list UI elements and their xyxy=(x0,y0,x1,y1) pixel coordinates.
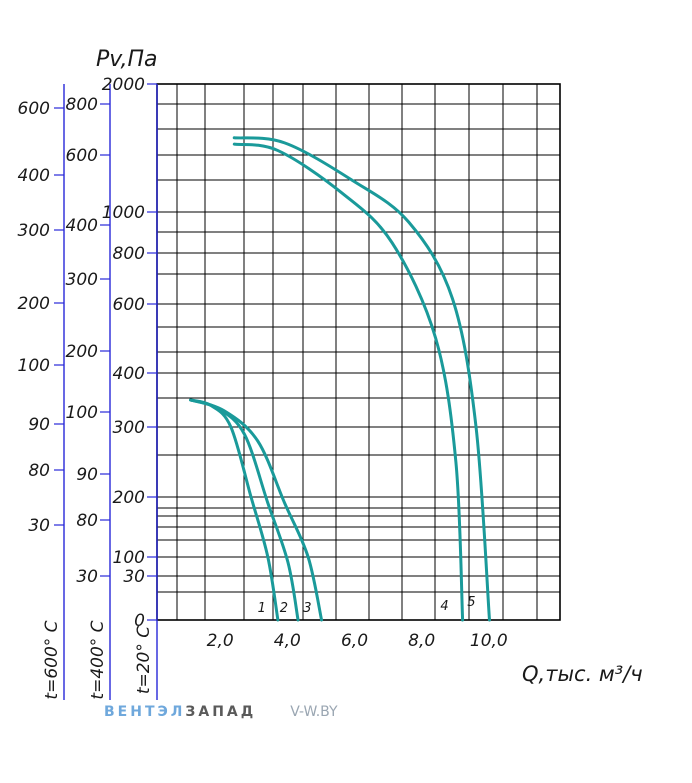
watermark-brand-dark: ЗАПАД xyxy=(185,704,257,720)
curves xyxy=(189,136,491,622)
x-tick-label: 8,0 xyxy=(408,631,435,651)
y-axis-title: Pv,Па xyxy=(96,47,158,72)
y-scale-title: t=600° С xyxy=(42,620,62,699)
y-tick-label-t20: 400 xyxy=(113,364,145,384)
y-scale-title: t=400° С xyxy=(88,620,108,699)
x-axis-title: Q,тыс. м³/ч xyxy=(522,662,643,686)
y-tick-label-t400: 80 xyxy=(76,511,98,531)
y-tick-label-t20: 800 xyxy=(113,244,145,264)
curve-label-5: 5 xyxy=(467,595,475,610)
y-scale-title: t=20° С xyxy=(134,626,154,694)
y-tick-label-t400: 30 xyxy=(76,567,98,587)
labels: 0301002003004006008001000200030809010020… xyxy=(18,47,643,700)
y-tick-label-t400: 600 xyxy=(66,146,98,166)
y-tick-label-t400: 100 xyxy=(66,403,98,423)
curve-1 xyxy=(189,398,280,622)
watermark-brand-light: ВЕНТЭЛ xyxy=(104,704,186,720)
curve-5 xyxy=(232,136,491,622)
y-tick-label-t20: 1000 xyxy=(102,203,145,223)
axes xyxy=(54,83,158,700)
curve-label-4: 4 xyxy=(440,599,448,614)
y-tick-label-t600: 400 xyxy=(18,166,50,186)
y-tick-label-t400: 300 xyxy=(66,270,98,290)
y-tick-label-t600: 200 xyxy=(18,294,50,314)
y-tick-label-t400: 200 xyxy=(66,342,98,362)
y-tick-label-t600: 80 xyxy=(28,461,50,481)
curve-label-3: 3 xyxy=(303,601,311,616)
y-tick-label-t20: 2000 xyxy=(102,75,145,95)
y-tick-label-t600: 100 xyxy=(18,356,50,376)
curve-3 xyxy=(189,398,324,622)
y-tick-label-t400: 400 xyxy=(66,216,98,236)
x-tick-label: 10,0 xyxy=(470,631,508,651)
y-tick-label-t20: 300 xyxy=(113,418,145,438)
x-tick-label: 2,0 xyxy=(207,631,234,651)
y-tick-label-t600: 30 xyxy=(28,516,50,536)
grid xyxy=(156,83,561,621)
y-tick-label-t20: 600 xyxy=(113,295,145,315)
y-tick-label-t600: 90 xyxy=(28,415,50,435)
curve-label-1: 1 xyxy=(258,601,266,616)
watermark-url: V-W.BY xyxy=(290,704,338,720)
y-tick-label-t20: 0 xyxy=(134,611,145,631)
y-tick-label-t600: 600 xyxy=(18,99,50,119)
x-tick-label: 6,0 xyxy=(341,631,368,651)
x-tick-label: 4,0 xyxy=(274,631,301,651)
y-tick-label-t20: 30 xyxy=(123,567,145,587)
y-tick-label-t600: 300 xyxy=(18,221,50,241)
curve-4 xyxy=(232,142,465,622)
y-tick-label-t400: 800 xyxy=(66,95,98,115)
y-tick-label-t400: 90 xyxy=(76,465,98,485)
y-tick-label-t20: 200 xyxy=(113,488,145,508)
curve-label-2: 2 xyxy=(280,601,288,616)
y-tick-label-t20: 100 xyxy=(113,548,145,568)
watermark: ВЕНТЭЛЗАПАД V-W.BY xyxy=(104,704,338,720)
